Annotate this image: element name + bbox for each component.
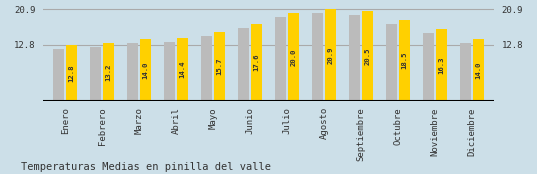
Bar: [90, 47, 101, 101]
Bar: [103, 43, 114, 101]
Bar: [140, 39, 151, 101]
Bar: [66, 45, 77, 101]
Bar: [460, 43, 471, 101]
Text: 17.6: 17.6: [253, 54, 259, 71]
Bar: [473, 39, 484, 101]
Bar: [214, 32, 225, 101]
Text: 20.9: 20.9: [328, 46, 333, 64]
Text: 18.5: 18.5: [401, 52, 408, 69]
Text: 14.0: 14.0: [142, 61, 149, 79]
Text: 14.4: 14.4: [179, 61, 186, 78]
Text: 12.8: 12.8: [69, 64, 75, 82]
Text: 14.0: 14.0: [475, 61, 481, 79]
Bar: [399, 20, 410, 101]
Bar: [312, 13, 323, 101]
Text: 20.0: 20.0: [291, 48, 296, 66]
Bar: [127, 43, 138, 101]
Bar: [362, 11, 373, 101]
Bar: [325, 9, 336, 101]
Text: 15.7: 15.7: [216, 58, 222, 75]
Bar: [288, 13, 299, 101]
Bar: [275, 17, 286, 101]
Bar: [436, 29, 447, 101]
Text: Temperaturas Medias en pinilla del valle: Temperaturas Medias en pinilla del valle: [21, 162, 272, 172]
Text: 13.2: 13.2: [106, 63, 112, 81]
Bar: [238, 28, 249, 101]
Bar: [177, 38, 188, 101]
Bar: [386, 24, 397, 101]
Text: 16.3: 16.3: [438, 56, 444, 74]
Bar: [201, 36, 212, 101]
Bar: [53, 49, 64, 101]
Bar: [164, 42, 175, 101]
Bar: [349, 15, 360, 101]
Bar: [251, 24, 262, 101]
Bar: [423, 33, 434, 101]
Text: 20.5: 20.5: [365, 47, 371, 65]
